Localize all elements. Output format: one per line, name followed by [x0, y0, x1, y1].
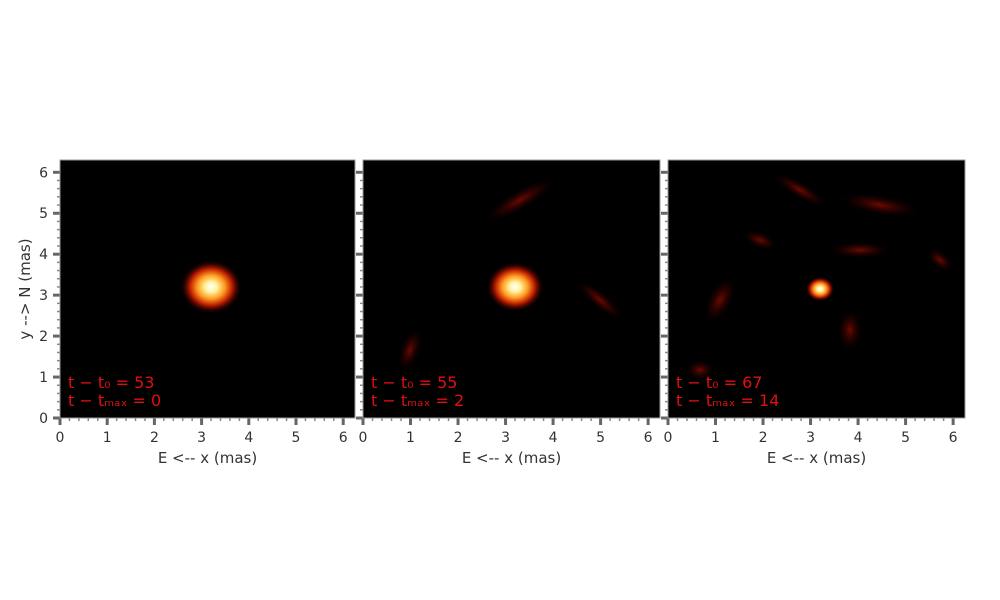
x-tick-label: 5: [596, 430, 605, 446]
x-tick-label: 4: [854, 430, 863, 446]
panel-frame: [362, 159, 661, 419]
x-tick-label: 4: [244, 430, 253, 446]
annotation: t − tₘₐₓ = 0: [68, 391, 161, 410]
noise-feature: [742, 230, 778, 250]
y-tick-label: 6: [39, 165, 48, 181]
noise-feature: [830, 242, 890, 258]
x-tick-label: 1: [711, 430, 720, 446]
y-tick-label: 1: [39, 370, 48, 386]
noise-feature: [927, 248, 953, 272]
source-peak: [486, 262, 544, 312]
x-axis-label: E <-- x (mas): [767, 449, 866, 467]
y-tick-label: 5: [39, 206, 48, 222]
x-tick-label: 3: [501, 430, 510, 446]
annotation: t − t₀ = 67: [676, 373, 762, 392]
source-peak: [180, 260, 242, 314]
x-tick-label: 6: [949, 430, 958, 446]
x-tick-label: 6: [339, 430, 348, 446]
panel: [668, 160, 965, 418]
x-tick-label: 2: [759, 430, 768, 446]
x-tick-label: 1: [406, 430, 415, 446]
x-tick-label: 5: [292, 430, 301, 446]
noise-feature: [703, 277, 737, 323]
noise-feature: [397, 329, 423, 371]
y-tick-label: 4: [39, 247, 48, 263]
x-tick-label: 1: [103, 430, 112, 446]
x-tick-label: 0: [56, 430, 65, 446]
annotation: t − tₘₐₓ = 14: [676, 391, 779, 410]
x-tick-label: 3: [197, 430, 206, 446]
x-tick-label: 5: [901, 430, 910, 446]
noise-feature: [686, 360, 714, 380]
panel-frame: [59, 159, 356, 419]
x-tick-label: 2: [454, 430, 463, 446]
noise-feature: [838, 310, 862, 350]
noise-feature: [840, 192, 920, 218]
x-tick-label: 3: [806, 430, 815, 446]
x-tick-label: 0: [359, 430, 368, 446]
panel-frame: [667, 159, 966, 419]
y-tick-label: 3: [39, 288, 48, 304]
noise-feature: [485, 178, 555, 222]
y-axis-label: y --> N (mas): [16, 238, 34, 339]
annotation: t − t₀ = 53: [68, 373, 154, 392]
x-tick-label: 4: [549, 430, 558, 446]
x-axis-label: E <-- x (mas): [158, 449, 257, 467]
y-tick-label: 0: [39, 411, 48, 427]
annotation: t − tₘₐₓ = 2: [371, 391, 464, 410]
annotation: t − t₀ = 55: [371, 373, 457, 392]
x-axis-label: E <-- x (mas): [462, 449, 561, 467]
noise-feature: [773, 173, 827, 207]
x-tick-label: 2: [150, 430, 159, 446]
panel: [363, 160, 660, 418]
x-tick-label: 0: [664, 430, 673, 446]
noise-feature: [576, 279, 624, 321]
panel: [60, 160, 355, 418]
x-tick-label: 6: [644, 430, 653, 446]
source-peak: [805, 276, 835, 302]
y-tick-label: 2: [39, 329, 48, 345]
